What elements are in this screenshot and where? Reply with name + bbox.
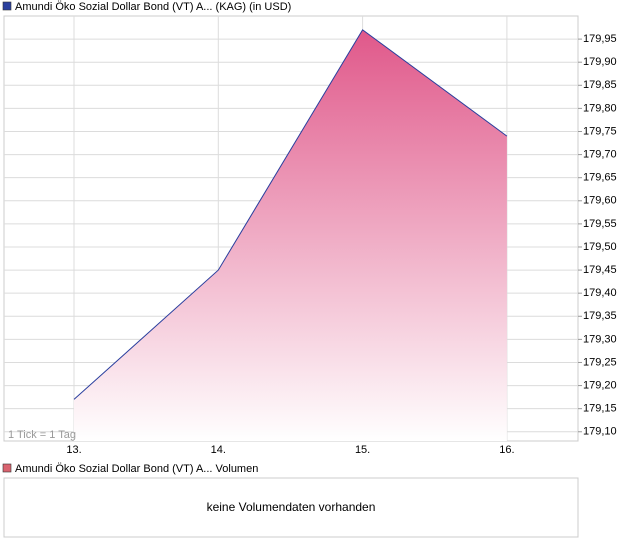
legend-swatch bbox=[2, 1, 12, 11]
y-tick-label: 179,35 bbox=[583, 310, 617, 322]
volume-frame bbox=[3, 477, 579, 538]
y-tick-label: 179,40 bbox=[583, 287, 617, 299]
area bbox=[74, 29, 507, 441]
legend-swatch bbox=[2, 463, 12, 473]
y-tick-label: 179,85 bbox=[583, 79, 617, 91]
y-tick-label: 179,10 bbox=[583, 426, 617, 438]
volume-message: keine Volumendaten vorhanden bbox=[207, 500, 376, 514]
legend-label: Amundi Öko Sozial Dollar Bond (VT) A... … bbox=[15, 1, 291, 13]
y-tick-label: 179,55 bbox=[583, 218, 617, 230]
line bbox=[73, 29, 508, 400]
y-tick-label: 179,70 bbox=[583, 148, 617, 160]
x-tick-label: 16. bbox=[499, 444, 514, 456]
y-tick-label: 179,75 bbox=[583, 125, 617, 137]
volume-legend: Amundi Öko Sozial Dollar Bond (VT) A... … bbox=[15, 463, 258, 475]
y-tick-label: 179,20 bbox=[583, 379, 617, 391]
y-tick-label: 179,90 bbox=[583, 56, 617, 68]
y-tick-label: 179,95 bbox=[583, 33, 617, 45]
x-tick-label: 13. bbox=[66, 444, 81, 456]
y-tick-label: 179,65 bbox=[583, 172, 617, 184]
y-tick-label: 179,50 bbox=[583, 241, 617, 253]
y-tick-label: 179,30 bbox=[583, 333, 617, 345]
y-tick-label: 179,45 bbox=[583, 264, 617, 276]
x-tick-label: 15. bbox=[355, 444, 370, 456]
y-tick-label: 179,60 bbox=[583, 195, 617, 207]
y-tick-label: 179,25 bbox=[583, 356, 617, 368]
y-tick-label: 179,15 bbox=[583, 403, 617, 415]
y-tick-label: 179,80 bbox=[583, 102, 617, 114]
x-tick-label: 14. bbox=[211, 444, 226, 456]
tick-note: 1 Tick = 1 Tag bbox=[8, 429, 76, 441]
